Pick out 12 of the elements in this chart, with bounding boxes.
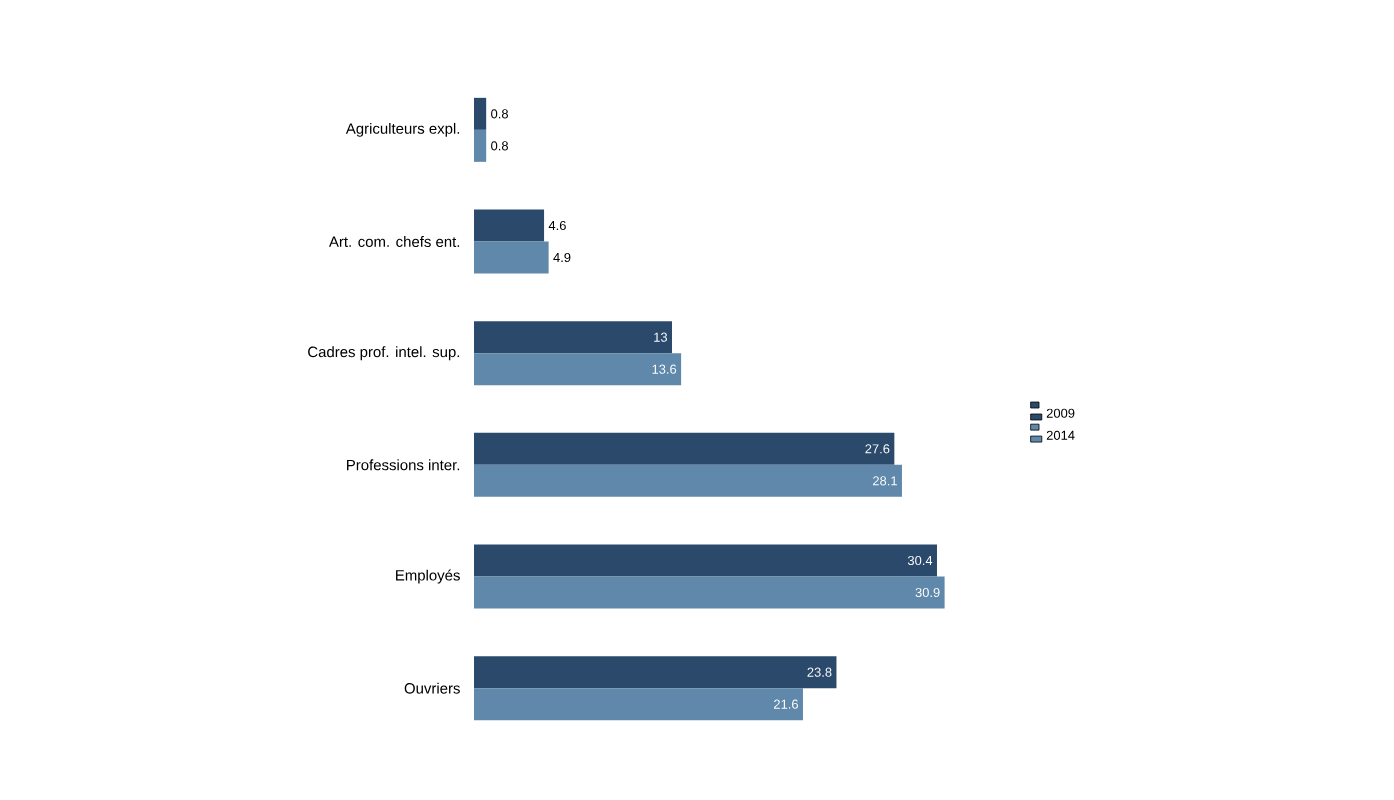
bar [474,353,682,386]
bar [474,576,945,609]
bar [474,209,545,242]
bar [474,464,902,497]
bar [474,129,487,162]
bar [474,241,549,274]
bar [474,544,937,577]
bar [474,97,487,130]
bar [474,321,672,354]
bar [474,688,803,721]
bar [474,432,895,465]
bar [474,656,837,689]
